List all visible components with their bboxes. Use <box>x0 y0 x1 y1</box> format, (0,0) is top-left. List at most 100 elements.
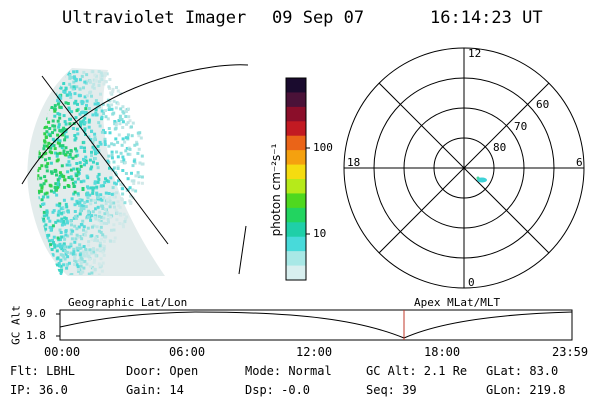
emission-pixel <box>113 171 117 175</box>
emission-pixel <box>93 136 97 140</box>
emission-pixel <box>54 220 58 224</box>
emission-pixel <box>33 93 36 96</box>
emission-pixel <box>115 191 119 195</box>
emission-pixel <box>37 87 39 91</box>
emission-pixel <box>116 200 120 204</box>
emission-pixel <box>85 199 89 203</box>
emission-pixel <box>24 207 27 210</box>
emission-pixel <box>119 107 123 111</box>
emission-pixel <box>32 108 35 111</box>
emission-pixel <box>86 226 90 230</box>
emission-pixel <box>70 76 74 80</box>
emission-pixel <box>110 150 114 154</box>
emission-pixel <box>96 144 100 148</box>
emission-pixel <box>56 152 59 156</box>
emission-pixel <box>73 255 77 259</box>
emission-pixel <box>44 227 48 231</box>
emission-pixel <box>50 144 54 148</box>
emission-pixel <box>103 140 107 144</box>
emission-pixel <box>120 143 124 147</box>
emission-pixel <box>49 170 53 174</box>
emission-pixel <box>116 89 120 93</box>
emission-pixel <box>74 78 78 82</box>
emission-pixel <box>80 237 84 241</box>
emission-pixel <box>101 207 105 210</box>
emission-pixel <box>38 241 42 244</box>
emission-pixel <box>81 187 85 190</box>
emission-pixel <box>63 222 67 226</box>
emission-pixel <box>37 263 39 267</box>
emission-pixel <box>29 236 32 239</box>
emission-pixel <box>74 136 78 140</box>
emission-pixel <box>110 156 114 160</box>
emission-pixel <box>23 130 26 133</box>
emission-pixel <box>102 129 105 133</box>
emission-pixel <box>91 113 95 117</box>
emission-pixel <box>20 180 23 183</box>
colorbar-cell <box>286 92 306 108</box>
instrument-title: Ultraviolet Imager <box>62 8 247 28</box>
emission-pixel <box>23 158 26 161</box>
emission-pixel <box>74 172 78 176</box>
emission-pixel <box>18 175 21 178</box>
emission-pixel <box>63 89 67 93</box>
emission-pixel <box>53 169 57 173</box>
emission-pixel <box>138 161 142 165</box>
emission-pixel <box>101 261 105 265</box>
emission-pixel <box>96 175 100 179</box>
emission-pixel <box>72 247 76 251</box>
emission-pixel <box>41 203 44 206</box>
emission-pixel <box>24 142 27 145</box>
emission-pixel <box>44 267 48 271</box>
emission-pixel <box>74 147 77 151</box>
colorbar-cell <box>286 106 306 122</box>
emission-pixel <box>27 206 30 209</box>
emission-pixel <box>78 253 82 257</box>
emission-pixel <box>87 135 91 139</box>
colorbar-unit-label: photon cm⁻²s⁻¹ <box>269 143 283 237</box>
emission-pixel <box>27 103 30 106</box>
emission-pixel <box>78 274 82 275</box>
emission-pixel <box>93 258 96 262</box>
emission-pixel <box>29 113 32 116</box>
emission-pixel <box>39 104 43 108</box>
timeline-right-label: Apex MLat/MLT <box>414 296 501 309</box>
emission-pixel <box>127 107 130 111</box>
emission-pixel <box>99 142 103 146</box>
emission-pixel <box>103 73 107 77</box>
emission-pixel <box>66 184 70 187</box>
colorbar-cell <box>286 121 306 137</box>
emission-pixel <box>89 218 93 222</box>
emission-pixel <box>93 238 96 242</box>
emission-pixel <box>28 134 31 137</box>
emission-pixel <box>92 250 96 254</box>
emission-pixel <box>94 254 98 258</box>
emission-pixel <box>123 201 127 205</box>
emission-pixel <box>52 209 56 213</box>
emission-pixel <box>40 95 44 99</box>
emission-pixel <box>131 121 135 125</box>
emission-pixel <box>73 259 77 262</box>
emission-pixel <box>26 223 29 226</box>
emission-pixel <box>28 230 31 233</box>
emission-pixel <box>58 139 62 143</box>
emission-pixel <box>130 134 134 138</box>
emission-pixel <box>50 226 54 229</box>
emission-pixel <box>71 229 75 233</box>
emission-pixel <box>49 271 53 275</box>
emission-pixel <box>47 265 51 269</box>
emission-pixel <box>63 237 67 241</box>
emission-pixel <box>83 163 86 167</box>
emission-pixel <box>75 246 79 250</box>
emission-pixel <box>92 82 96 86</box>
emission-pixel <box>53 128 57 132</box>
emission-pixel <box>108 99 112 103</box>
emission-pixel <box>37 274 39 275</box>
emission-pixel <box>125 122 129 126</box>
polar-diagonal-2 <box>378 82 550 254</box>
emission-pixel <box>37 240 40 244</box>
emission-pixel <box>104 109 107 112</box>
emission-pixel <box>98 124 102 128</box>
emission-pixel <box>28 114 31 117</box>
emission-pixel <box>72 70 76 74</box>
